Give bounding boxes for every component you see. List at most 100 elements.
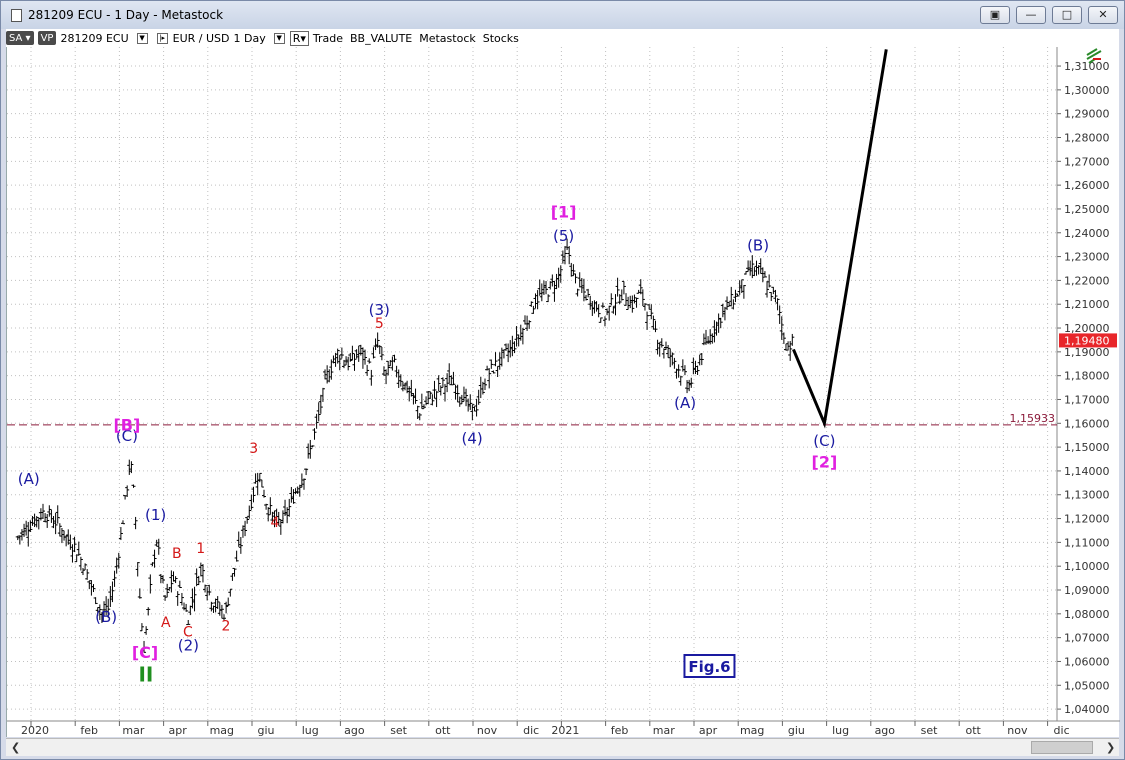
y-tick-label: 1,22000 (1064, 274, 1110, 287)
x-tick-label: ago (344, 724, 365, 737)
y-tick-label: 1,14000 (1064, 465, 1110, 478)
restore-button[interactable]: ▣ (980, 6, 1010, 24)
sa-label: SA (9, 32, 23, 44)
x-tick-label: feb (611, 724, 629, 737)
x-tick-label: mar (122, 724, 144, 737)
y-tick-label: 1,31000 (1064, 60, 1110, 73)
x-tick-label: lug (832, 724, 849, 737)
x-tick-label: apr (168, 724, 187, 737)
y-tick-label: 1,27000 (1064, 155, 1110, 168)
pair-dropdown-icon[interactable]: |▸ (156, 32, 168, 44)
scroll-left-icon[interactable]: ❮ (11, 741, 21, 754)
maximize-button[interactable]: □ (1052, 6, 1082, 24)
symbol-label[interactable]: 281209 ECU (60, 31, 129, 45)
chart-toolbar: SA ▾ VP 281209 ECU ▼ |▸ EUR / USD 1 Day … (6, 29, 1119, 47)
wave-label: II (138, 663, 153, 687)
y-tick-label: 1,12000 (1064, 513, 1110, 526)
wave-label: (2) (178, 637, 199, 655)
x-tick-label: ago (875, 724, 896, 737)
y-tick-label: 1,11000 (1064, 536, 1110, 549)
document-icon (11, 8, 22, 22)
x-tick-label: dic (523, 724, 539, 737)
period-dropdown-icon[interactable]: ▼ (273, 32, 285, 44)
x-tick-label: set (390, 724, 407, 737)
y-tick-label: 1,24000 (1064, 227, 1110, 240)
price-chart[interactable]: 1,31000 1,30000 1,29000 1,28000 1,27000 1,260… (7, 47, 1120, 737)
x-tick-label: apr (699, 724, 718, 737)
x-tick-label: mar (653, 724, 675, 737)
pair-label[interactable]: EUR / USD (172, 31, 230, 45)
y-tick-label: 1,17000 (1064, 393, 1110, 406)
y-tick-label: 1,21000 (1064, 298, 1110, 311)
wave-label: (B) (95, 608, 117, 626)
wave-label: [C] (132, 643, 158, 662)
y-tick-label: 1,25000 (1064, 203, 1110, 216)
y-tick-label: 1,05000 (1064, 679, 1110, 692)
figure-label-box (683, 654, 736, 678)
x-tick-label: giu (788, 724, 805, 737)
x-tick-label: dic (1054, 724, 1070, 737)
y-tick-label: 1,28000 (1064, 132, 1110, 145)
figure-label: Fig.6 (688, 658, 730, 676)
wave-label: (5) (553, 227, 574, 245)
wave-label: 4 (271, 515, 280, 531)
wave-label: (4) (461, 430, 482, 448)
x-tick-label: ott (966, 724, 982, 737)
x-tick-label: nov (1007, 724, 1028, 737)
y-tick-label: 1,10000 (1064, 560, 1110, 573)
title-bar: 281209 ECU - 1 Day - Metastock ▣ — □ ✕ (1, 1, 1124, 29)
current-price-label: 1,19480 (1064, 334, 1110, 347)
y-tick-label: 1,06000 (1064, 655, 1110, 668)
wave-label: (A) (18, 470, 40, 488)
y-tick-label: 1,07000 (1064, 632, 1110, 645)
chart-area[interactable]: 1,31000 1,30000 1,29000 1,28000 1,27000 1,260… (6, 47, 1120, 737)
wave-label: [1] (551, 202, 577, 221)
wave-label: (C) (813, 432, 835, 450)
y-tick-label: 1,20000 (1064, 322, 1110, 335)
x-tick-label: mag (210, 724, 234, 737)
x-tick-label: 2021 (551, 724, 579, 737)
projection-line (792, 49, 888, 429)
wave-label: 5 (375, 316, 384, 332)
wave-label: (C) (116, 427, 138, 445)
vp-label: VP (40, 32, 54, 44)
wave-label: 3 (249, 441, 258, 457)
x-tick-label: feb (80, 724, 98, 737)
wave-label: [B] (113, 415, 140, 434)
y-tick-label: 1,13000 (1064, 489, 1110, 502)
reference-line-label: 1,15933 (1010, 412, 1056, 425)
y-tick-label: 1,15000 (1064, 441, 1110, 454)
x-tick-label: 2020 (21, 724, 49, 737)
wave-label: (A) (674, 394, 696, 412)
y-tick-label: 1,30000 (1064, 84, 1110, 97)
y-tick-label: 1,23000 (1064, 251, 1110, 264)
scroll-right-icon[interactable]: ❯ (1106, 741, 1116, 754)
period-label[interactable]: 1 Day (233, 31, 266, 45)
close-button[interactable]: ✕ (1088, 6, 1118, 24)
x-tick-label: set (921, 724, 938, 737)
wave-label: [2] (812, 452, 838, 471)
x-tick-label: giu (257, 724, 274, 737)
window-title: 281209 ECU - 1 Day - Metastock (28, 8, 224, 22)
current-price-box (1059, 333, 1117, 348)
sa-button[interactable]: SA ▾ (6, 31, 34, 45)
y-tick-label: 1,08000 (1064, 608, 1110, 621)
r-label: R (292, 31, 301, 45)
wave-label: B (172, 546, 182, 562)
symbol-dropdown-icon[interactable]: ▼ (136, 32, 148, 44)
y-tick-label: 1,18000 (1064, 370, 1110, 383)
toolbar-items: Trade BB_VALUTE Metastock Stocks (312, 31, 519, 45)
horizontal-scrollbar[interactable]: ❮ ❯ (6, 738, 1119, 756)
y-tick-label: 1,26000 (1064, 179, 1110, 192)
y-tick-label: 1,29000 (1064, 108, 1110, 121)
y-tick-label: 1,16000 (1064, 417, 1110, 430)
scrollbar-thumb[interactable] (1031, 741, 1093, 754)
vp-button[interactable]: VP (37, 31, 57, 45)
wave-label: C (183, 624, 193, 640)
wave-label: A (161, 615, 171, 631)
r-button[interactable]: R▾ (289, 30, 309, 46)
x-tick-label: lug (302, 724, 319, 737)
y-tick-label: 1,04000 (1064, 703, 1110, 716)
minimize-button[interactable]: — (1016, 6, 1046, 24)
